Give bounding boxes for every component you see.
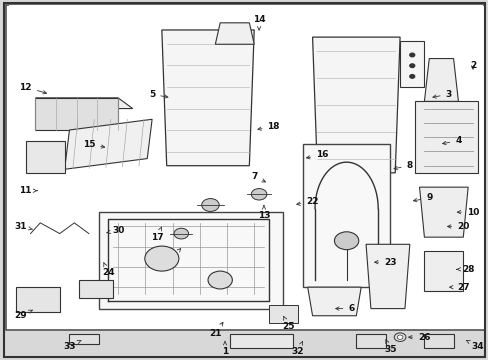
Text: 9: 9	[413, 193, 431, 202]
Text: 1: 1	[222, 341, 228, 356]
Polygon shape	[424, 334, 453, 348]
Text: 13: 13	[257, 206, 270, 220]
Text: 3: 3	[432, 90, 451, 99]
Bar	[16, 287, 60, 312]
Text: 30: 30	[106, 225, 124, 234]
Polygon shape	[414, 102, 477, 173]
Text: 5: 5	[149, 90, 167, 99]
Polygon shape	[229, 334, 292, 348]
Circle shape	[393, 333, 405, 342]
Text: 6: 6	[335, 304, 354, 313]
Circle shape	[174, 228, 188, 239]
Text: 19: 19	[165, 248, 180, 263]
Text: 27: 27	[449, 283, 468, 292]
Circle shape	[334, 232, 358, 249]
Text: 21: 21	[209, 323, 223, 338]
Bar	[79, 280, 113, 298]
Polygon shape	[424, 251, 462, 291]
Text: 35: 35	[384, 339, 396, 354]
Polygon shape	[366, 244, 409, 309]
Circle shape	[144, 246, 179, 271]
Text: 23: 23	[374, 258, 396, 267]
Polygon shape	[424, 59, 458, 102]
Text: 17: 17	[150, 227, 163, 242]
Text: 34: 34	[465, 341, 483, 351]
Polygon shape	[268, 305, 297, 323]
Circle shape	[201, 199, 219, 211]
Circle shape	[409, 64, 414, 67]
Text: 20: 20	[447, 222, 468, 231]
Bar	[99, 212, 283, 309]
Text: 29: 29	[15, 310, 32, 320]
Text: 26: 26	[408, 333, 430, 342]
Text: 14: 14	[252, 15, 265, 30]
Text: 16: 16	[306, 150, 328, 159]
Polygon shape	[35, 98, 132, 109]
Text: 4: 4	[442, 136, 461, 145]
Circle shape	[396, 335, 402, 339]
Text: 8: 8	[393, 161, 412, 170]
Polygon shape	[35, 98, 118, 130]
Polygon shape	[162, 30, 254, 166]
Text: 31: 31	[15, 222, 33, 231]
Text: 12: 12	[20, 83, 46, 94]
Text: 18: 18	[257, 122, 279, 131]
Polygon shape	[312, 37, 399, 173]
Text: 7: 7	[250, 172, 265, 182]
Text: 32: 32	[291, 341, 304, 356]
Text: 22: 22	[296, 197, 318, 206]
Text: 25: 25	[282, 316, 294, 331]
Text: 33: 33	[63, 341, 81, 351]
Circle shape	[251, 189, 266, 200]
Text: 15: 15	[82, 140, 104, 149]
Bar	[26, 141, 64, 173]
Text: 24: 24	[102, 263, 114, 277]
Polygon shape	[356, 334, 385, 348]
Bar	[302, 144, 389, 287]
Text: 11: 11	[20, 186, 38, 195]
Polygon shape	[69, 334, 99, 344]
Text: 28: 28	[455, 265, 473, 274]
Polygon shape	[215, 23, 254, 44]
Text: 2: 2	[469, 61, 475, 70]
Polygon shape	[64, 119, 152, 169]
Bar	[399, 41, 424, 87]
Polygon shape	[419, 187, 467, 237]
Circle shape	[409, 53, 414, 57]
Circle shape	[409, 75, 414, 78]
Circle shape	[207, 271, 232, 289]
Text: 10: 10	[456, 208, 478, 217]
Polygon shape	[307, 287, 361, 316]
